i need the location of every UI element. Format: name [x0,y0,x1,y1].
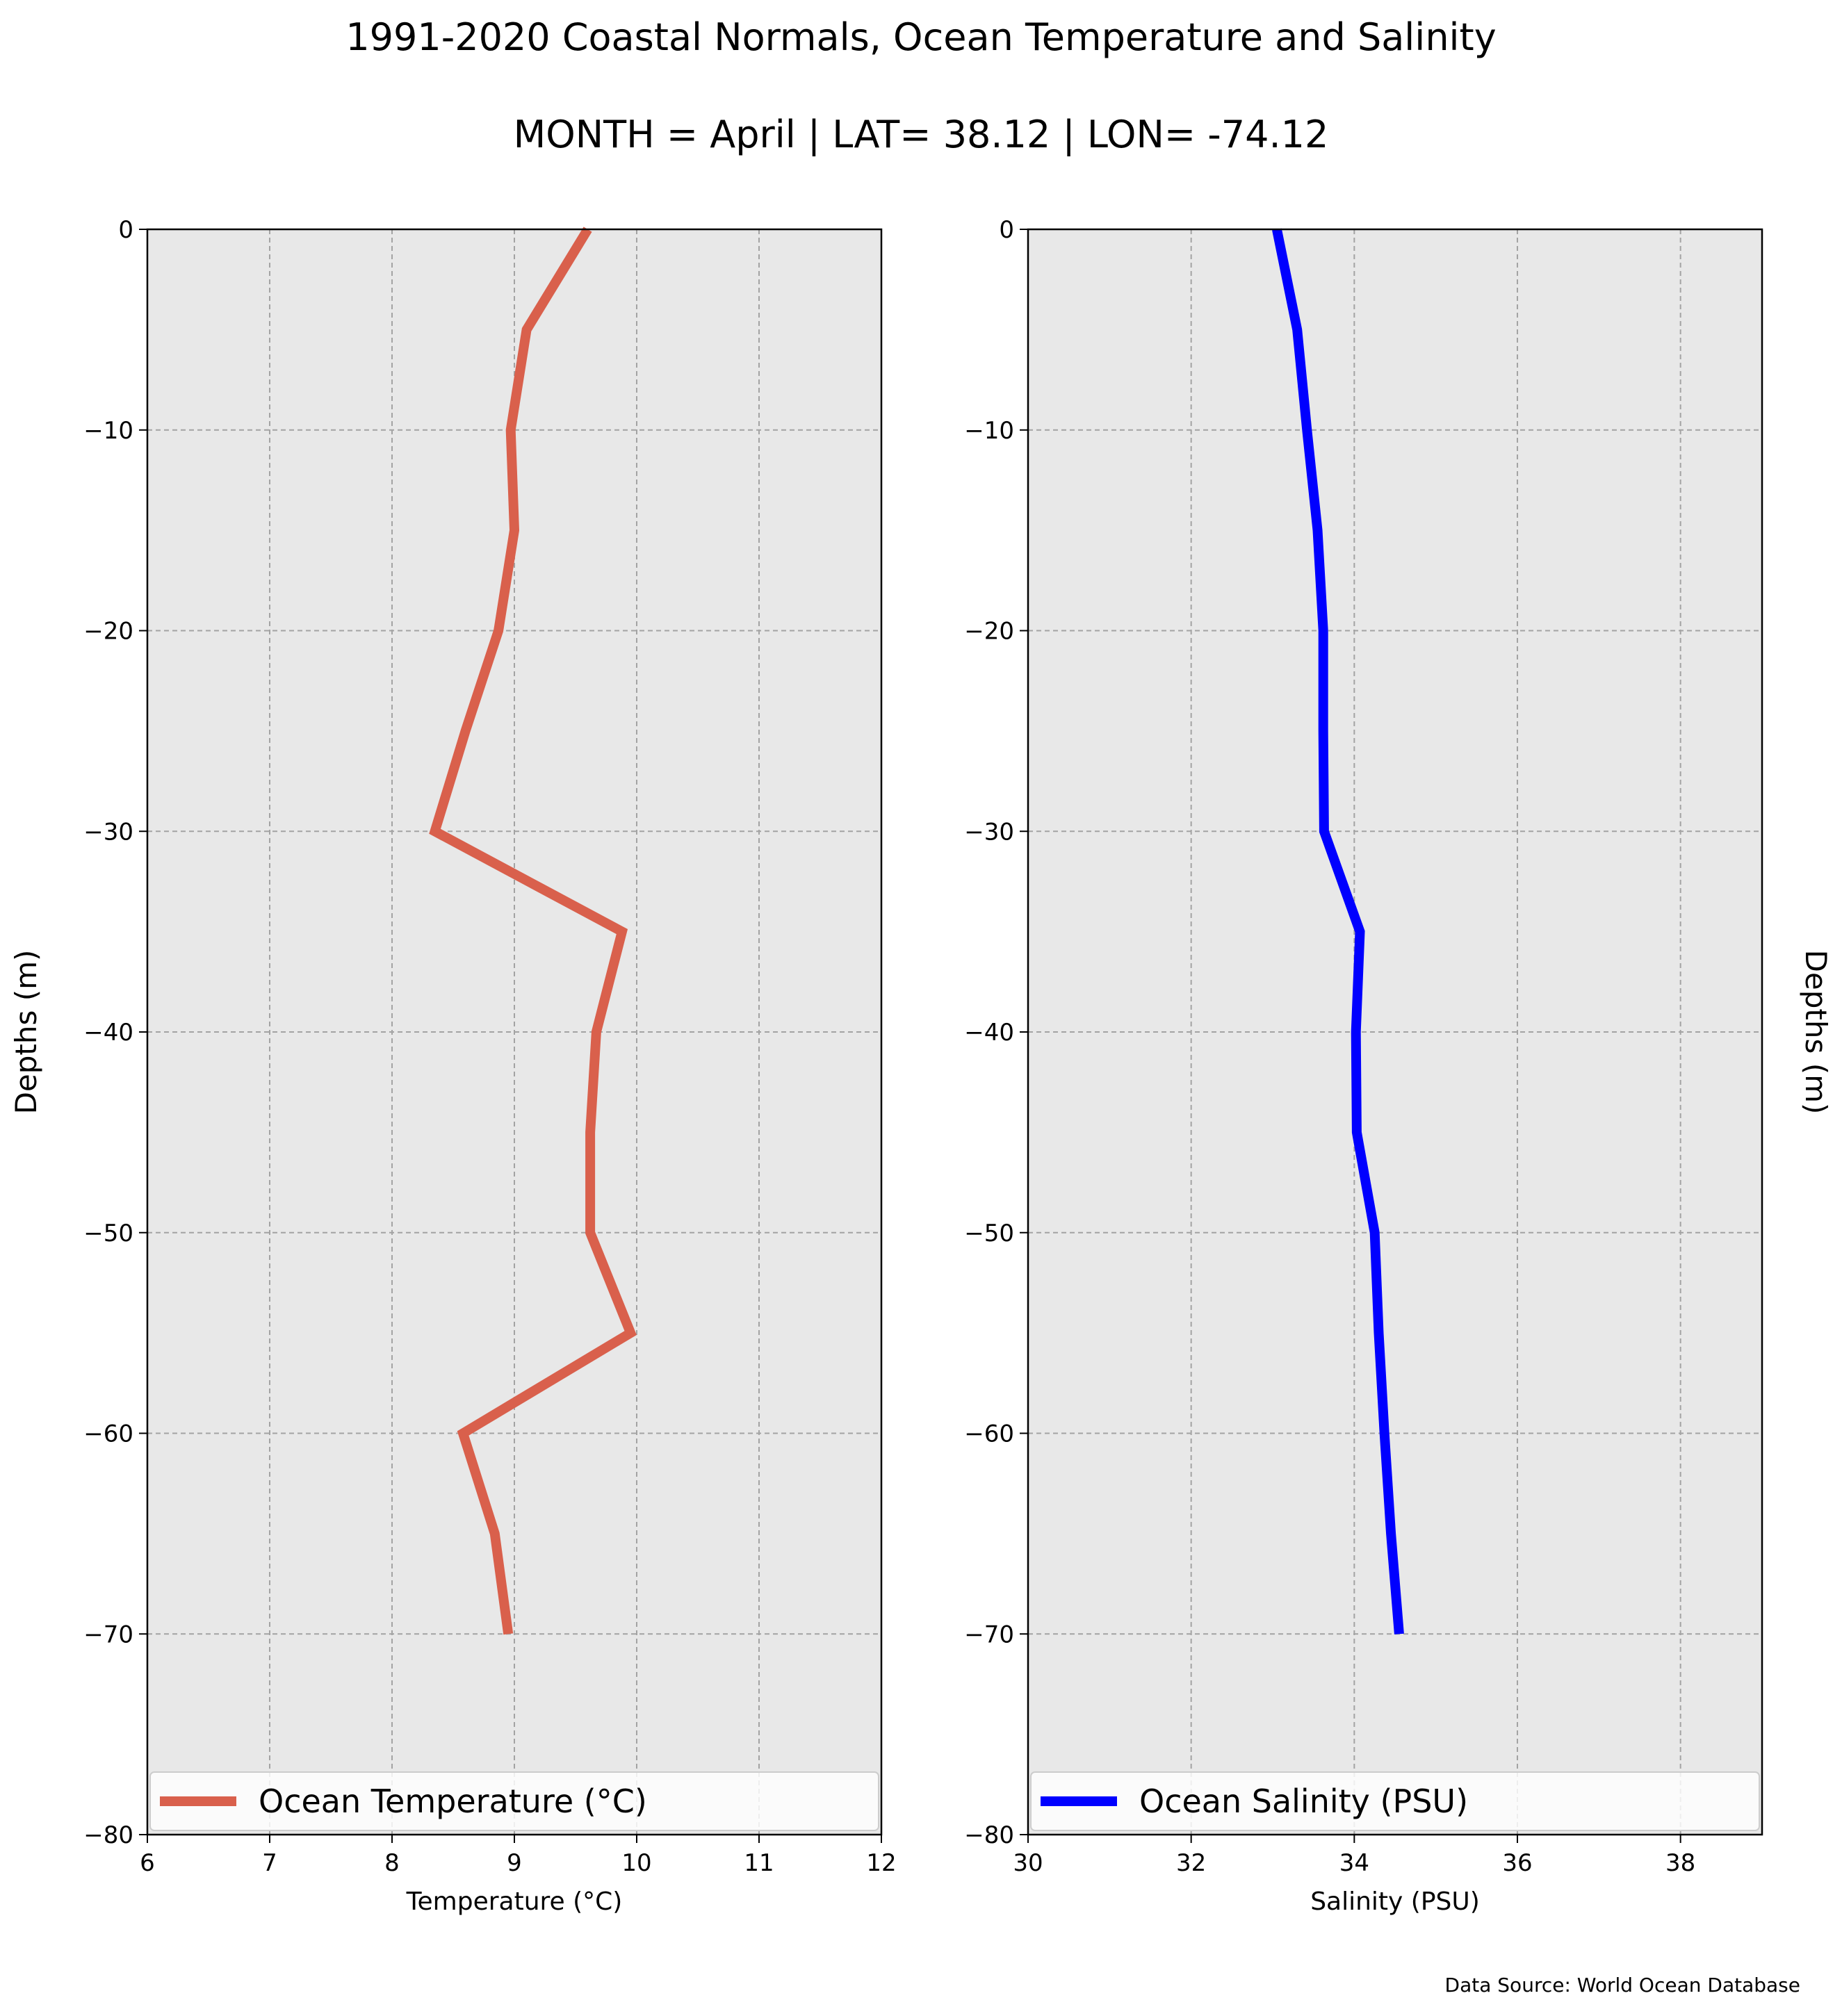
axes-frame [1027,228,1763,1836]
y-tick-label: −30 [83,818,133,846]
data-source-note: Data Source: World Ocean Database [1445,1974,1800,1997]
x-tick-label: 8 [384,1849,400,1877]
x-tick-label: 32 [1176,1849,1206,1877]
y-tick-label: −70 [964,1621,1014,1648]
x-tick-label: 6 [140,1849,155,1877]
x-tick-label: 36 [1502,1849,1532,1877]
x-tick-label: 34 [1339,1849,1369,1877]
legend-entry: Ocean Temperature (°C) [259,1783,647,1820]
y-tick-label: −10 [964,417,1014,445]
x-tick-label: 11 [744,1849,774,1877]
x-tick-label: 30 [1013,1849,1043,1877]
y-axis-label: Depths (m) [1799,950,1833,1115]
y-tick-label: −20 [964,618,1014,646]
series-line [1272,228,1404,1634]
x-tick-label: 9 [507,1849,522,1877]
x-tick-label: 38 [1665,1849,1695,1877]
y-tick-label: −80 [83,1821,133,1849]
y-tick-label: −50 [83,1220,133,1247]
figure-subtitle: MONTH = April | LAT= 38.12 | LON= -74.12 [514,113,1329,156]
y-axis-label: Depths (m) [9,950,43,1115]
axes-frame [146,228,883,1836]
y-tick-label: −10 [83,417,133,445]
figure-title: 1991-2020 Coastal Normals, Ocean Tempera… [345,15,1496,59]
legend-entry: Ocean Salinity (PSU) [1139,1783,1468,1820]
y-tick-label: −30 [964,818,1014,846]
x-axis-label: Temperature (°C) [406,1887,623,1916]
x-tick-label: 12 [866,1849,896,1877]
y-tick-label: −20 [83,618,133,646]
y-tick-label: −70 [83,1621,133,1648]
y-tick-label: −50 [964,1220,1014,1247]
series-line [429,227,637,1635]
temperature-panel: 6 7 8 9 10 11 12 0 −10 −20 −30 −40 −50 −60 −70 −80 Ocean… [9,216,897,1916]
salinity-panel: 30 32 34 36 38 0 −10 −20 −30 −40 −50 −60 −70 −80 Ocean… [964,216,1833,1916]
y-tick-label: −40 [83,1019,133,1047]
legend-box [149,1771,879,1831]
y-tick-label: 0 [999,216,1014,244]
x-tick-label: 10 [621,1849,651,1877]
legend-box [1030,1771,1760,1831]
x-axis-label: Salinity (PSU) [1310,1887,1480,1916]
y-tick-label: 0 [118,216,133,244]
y-tick-label: −40 [964,1019,1014,1047]
y-tick-label: −60 [964,1420,1014,1448]
y-tick-label: −80 [964,1821,1014,1849]
x-tick-label: 7 [262,1849,277,1877]
y-tick-label: −60 [83,1420,133,1448]
